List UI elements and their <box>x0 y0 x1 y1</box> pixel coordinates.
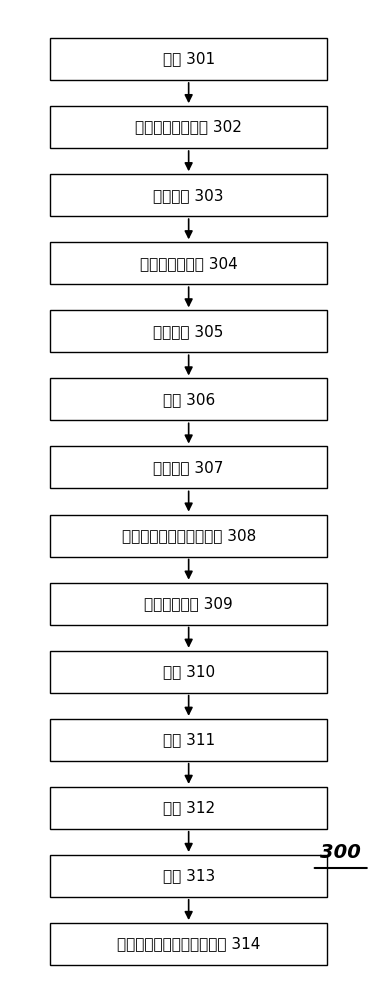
FancyBboxPatch shape <box>50 855 327 897</box>
Text: 自载板拣选液晶硫基元件 308: 自载板拣选液晶硫基元件 308 <box>122 528 256 543</box>
Text: 清洗载板 303: 清洗载板 303 <box>153 188 224 203</box>
FancyBboxPatch shape <box>50 923 327 965</box>
Text: 透明导电玻璃外部电性连接 314: 透明导电玻璃外部电性连接 314 <box>117 936 260 951</box>
Text: 焊线 312: 焊线 312 <box>162 800 215 815</box>
FancyBboxPatch shape <box>50 651 327 693</box>
FancyBboxPatch shape <box>50 583 327 625</box>
FancyBboxPatch shape <box>50 515 327 557</box>
Text: 拣选芯片置入载板 302: 拣选芯片置入载板 302 <box>135 120 242 135</box>
Text: 黏晶 311: 黏晶 311 <box>162 732 215 747</box>
Text: 贴合 306: 贴合 306 <box>162 392 215 407</box>
Text: 切割 301: 切割 301 <box>162 52 215 67</box>
FancyBboxPatch shape <box>50 174 327 216</box>
Text: 真空注入液晶 309: 真空注入液晶 309 <box>144 596 233 611</box>
Text: 封装 313: 封装 313 <box>162 868 215 883</box>
Text: 固化框胶 307: 固化框胶 307 <box>154 460 224 475</box>
FancyBboxPatch shape <box>50 242 327 284</box>
FancyBboxPatch shape <box>50 310 327 352</box>
FancyBboxPatch shape <box>50 106 327 148</box>
FancyBboxPatch shape <box>50 446 327 488</box>
FancyBboxPatch shape <box>50 719 327 761</box>
FancyBboxPatch shape <box>50 38 327 80</box>
FancyBboxPatch shape <box>50 787 327 829</box>
Text: 300: 300 <box>320 842 361 861</box>
Text: 设置液晶配向层 304: 设置液晶配向层 304 <box>140 256 238 271</box>
FancyBboxPatch shape <box>50 378 327 420</box>
Text: 涂布框胶 305: 涂布框胶 305 <box>154 324 224 339</box>
Text: 封口 310: 封口 310 <box>162 664 215 679</box>
